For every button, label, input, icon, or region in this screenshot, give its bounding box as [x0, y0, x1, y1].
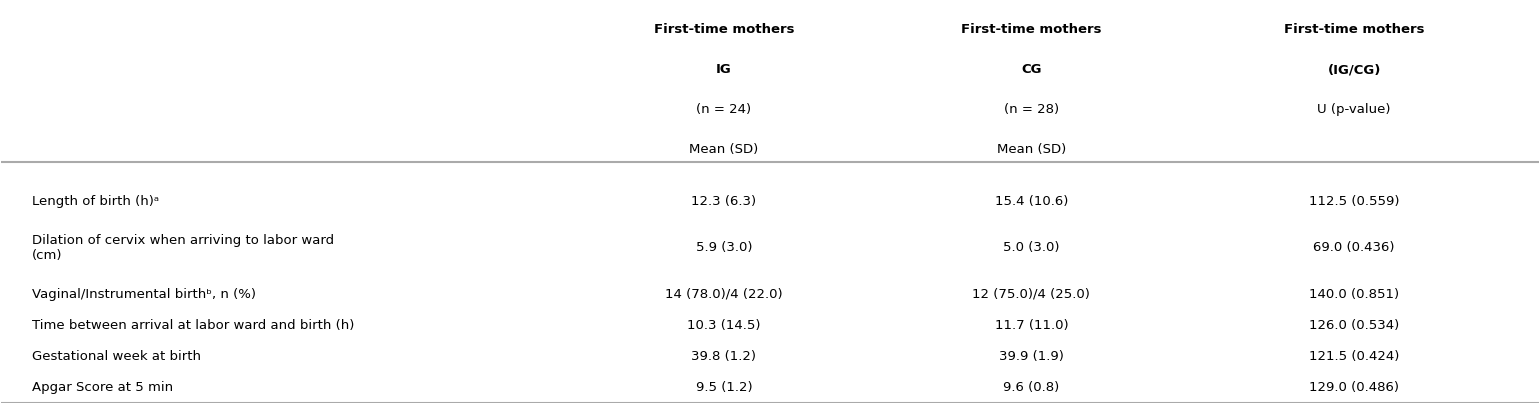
- Text: 5.0 (3.0): 5.0 (3.0): [1003, 241, 1060, 255]
- Text: 39.9 (1.9): 39.9 (1.9): [999, 350, 1064, 363]
- Text: Dilation of cervix when arriving to labor ward
(cm): Dilation of cervix when arriving to labo…: [32, 234, 334, 262]
- Text: Mean (SD): Mean (SD): [690, 143, 759, 156]
- Text: Gestational week at birth: Gestational week at birth: [32, 350, 202, 363]
- Text: First-time mothers: First-time mothers: [961, 23, 1101, 36]
- Text: 12 (75.0)/4 (25.0): 12 (75.0)/4 (25.0): [972, 288, 1090, 301]
- Text: 9.5 (1.2): 9.5 (1.2): [696, 381, 752, 393]
- Text: Length of birth (h)ᵃ: Length of birth (h)ᵃ: [32, 195, 159, 208]
- Text: 12.3 (6.3): 12.3 (6.3): [691, 195, 756, 208]
- Text: U (p-value): U (p-value): [1317, 103, 1391, 116]
- Text: 9.6 (0.8): 9.6 (0.8): [1003, 381, 1060, 393]
- Text: 126.0 (0.534): 126.0 (0.534): [1309, 319, 1400, 332]
- Text: 121.5 (0.424): 121.5 (0.424): [1309, 350, 1400, 363]
- Text: 39.8 (1.2): 39.8 (1.2): [691, 350, 756, 363]
- Text: 140.0 (0.851): 140.0 (0.851): [1309, 288, 1400, 301]
- Text: Apgar Score at 5 min: Apgar Score at 5 min: [32, 381, 174, 393]
- Text: Time between arrival at labor ward and birth (h): Time between arrival at labor ward and b…: [32, 319, 354, 332]
- Text: 10.3 (14.5): 10.3 (14.5): [687, 319, 761, 332]
- Text: 129.0 (0.486): 129.0 (0.486): [1309, 381, 1400, 393]
- Text: Vaginal/Instrumental birthᵇ, n (%): Vaginal/Instrumental birthᵇ, n (%): [32, 288, 256, 301]
- Text: 15.4 (10.6): 15.4 (10.6): [995, 195, 1069, 208]
- Text: 112.5 (0.559): 112.5 (0.559): [1309, 195, 1400, 208]
- Text: IG: IG: [716, 63, 732, 76]
- Text: Mean (SD): Mean (SD): [996, 143, 1066, 156]
- Text: CG: CG: [1021, 63, 1041, 76]
- Text: 11.7 (11.0): 11.7 (11.0): [995, 319, 1069, 332]
- Text: 69.0 (0.436): 69.0 (0.436): [1314, 241, 1395, 255]
- Text: First-time mothers: First-time mothers: [1284, 23, 1424, 36]
- Text: (n = 24): (n = 24): [696, 103, 752, 116]
- Text: 5.9 (3.0): 5.9 (3.0): [696, 241, 752, 255]
- Text: (IG/CG): (IG/CG): [1327, 63, 1381, 76]
- Text: (n = 28): (n = 28): [1004, 103, 1060, 116]
- Text: 14 (78.0)/4 (22.0): 14 (78.0)/4 (22.0): [665, 288, 782, 301]
- Text: First-time mothers: First-time mothers: [653, 23, 795, 36]
